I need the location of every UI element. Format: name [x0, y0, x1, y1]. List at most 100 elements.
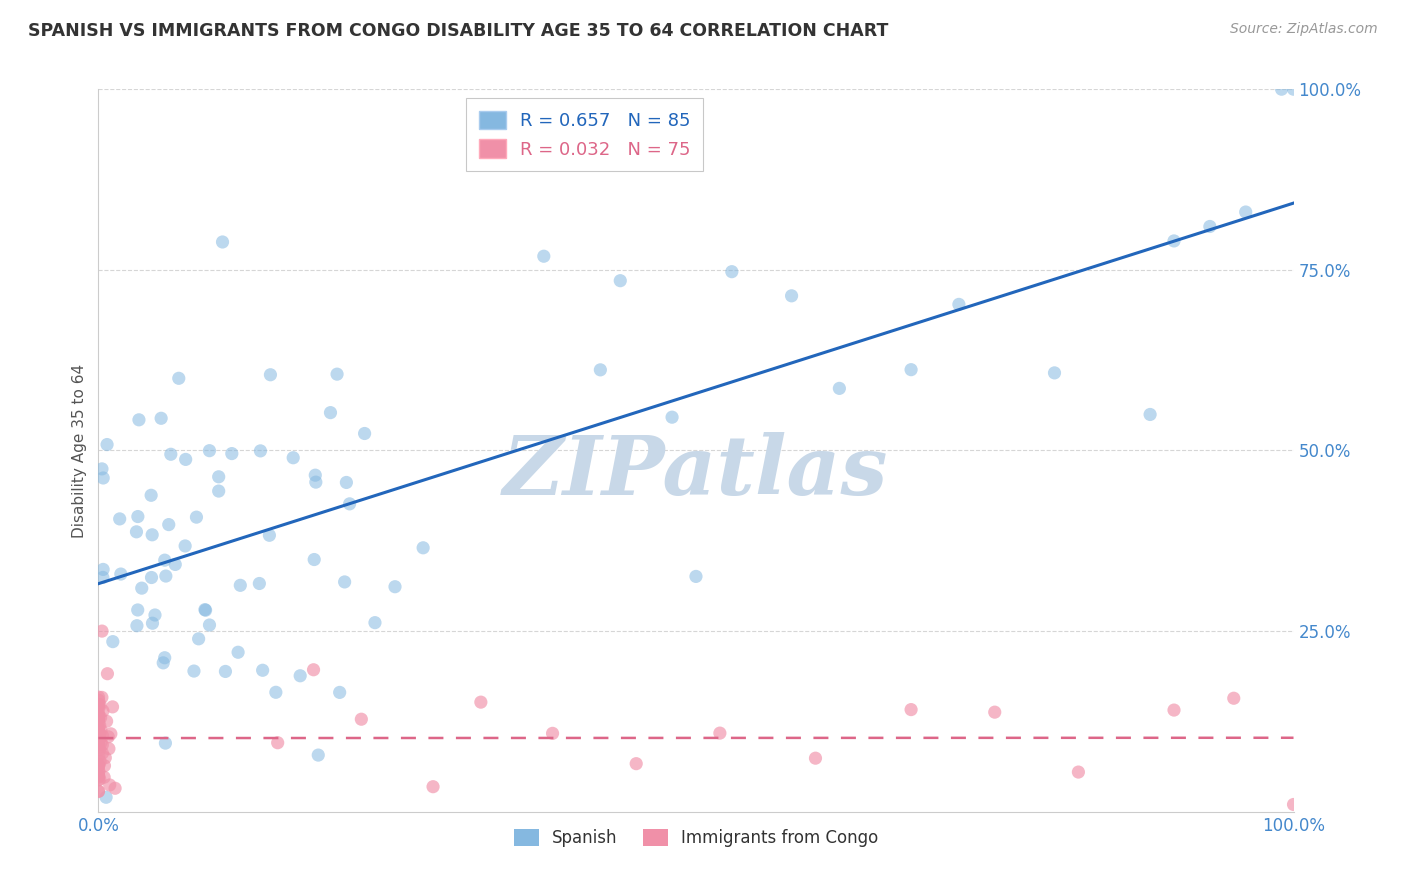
- Point: [948, 297, 970, 311]
- Point: [350, 712, 373, 726]
- Point: [139, 488, 162, 502]
- Point: [87, 701, 110, 715]
- Point: [96, 666, 118, 681]
- Point: [87, 758, 110, 772]
- Point: [87, 723, 110, 737]
- Point: [626, 756, 648, 771]
- Point: [252, 663, 274, 677]
- Point: [127, 603, 149, 617]
- Point: [96, 437, 118, 451]
- Point: [87, 693, 110, 707]
- Point: [900, 362, 922, 376]
- Point: [305, 475, 328, 490]
- Point: [302, 552, 325, 566]
- Point: [104, 781, 127, 796]
- Point: [221, 446, 243, 460]
- Point: [141, 570, 163, 584]
- Point: [307, 748, 329, 763]
- Point: [226, 645, 249, 659]
- Point: [87, 709, 110, 723]
- Point: [249, 443, 271, 458]
- Point: [89, 731, 111, 745]
- Point: [89, 698, 111, 712]
- Text: ZIPatlas: ZIPatlas: [503, 432, 889, 512]
- Point: [93, 758, 115, 772]
- Point: [87, 784, 110, 798]
- Point: [143, 607, 166, 622]
- Point: [211, 235, 233, 249]
- Point: [128, 413, 150, 427]
- Point: [96, 714, 118, 729]
- Point: [1163, 234, 1185, 248]
- Point: [87, 715, 110, 730]
- Point: [91, 624, 114, 639]
- Point: [87, 725, 110, 739]
- Point: [87, 737, 110, 751]
- Y-axis label: Disability Age 35 to 64: Disability Age 35 to 64: [72, 363, 87, 538]
- Point: [87, 712, 110, 726]
- Point: [87, 770, 110, 784]
- Legend: Spanish, Immigrants from Congo: Spanish, Immigrants from Congo: [508, 822, 884, 854]
- Point: [91, 562, 114, 576]
- Point: [1223, 691, 1246, 706]
- Point: [174, 539, 197, 553]
- Point: [422, 780, 444, 794]
- Point: [100, 727, 122, 741]
- Point: [259, 528, 281, 542]
- Point: [208, 484, 231, 499]
- Text: Source: ZipAtlas.com: Source: ZipAtlas.com: [1230, 22, 1378, 37]
- Point: [1163, 703, 1185, 717]
- Point: [91, 746, 114, 760]
- Point: [94, 750, 117, 764]
- Point: [259, 368, 281, 382]
- Point: [87, 769, 110, 783]
- Point: [87, 740, 110, 755]
- Point: [91, 471, 114, 485]
- Point: [609, 274, 631, 288]
- Point: [412, 541, 434, 555]
- Point: [90, 723, 112, 737]
- Point: [155, 736, 177, 750]
- Point: [229, 578, 252, 592]
- Point: [247, 576, 270, 591]
- Point: [194, 603, 217, 617]
- Point: [900, 703, 922, 717]
- Point: [87, 772, 110, 787]
- Point: [470, 695, 492, 709]
- Point: [364, 615, 387, 630]
- Point: [87, 735, 110, 749]
- Point: [155, 569, 177, 583]
- Point: [87, 733, 110, 747]
- Point: [1199, 219, 1222, 234]
- Point: [131, 581, 153, 595]
- Point: [87, 735, 110, 749]
- Point: [87, 711, 110, 725]
- Point: [152, 656, 174, 670]
- Point: [87, 698, 110, 712]
- Point: [384, 580, 406, 594]
- Point: [589, 363, 612, 377]
- Point: [1067, 765, 1090, 780]
- Point: [187, 632, 209, 646]
- Point: [319, 406, 342, 420]
- Point: [87, 690, 110, 705]
- Point: [93, 770, 115, 784]
- Point: [329, 685, 352, 699]
- Point: [110, 567, 132, 582]
- Point: [91, 462, 114, 476]
- Point: [335, 475, 357, 490]
- Point: [304, 468, 326, 483]
- Point: [87, 758, 110, 772]
- Point: [141, 616, 163, 631]
- Point: [685, 569, 707, 583]
- Point: [533, 249, 555, 263]
- Point: [661, 410, 683, 425]
- Point: [804, 751, 827, 765]
- Point: [87, 769, 110, 783]
- Point: [1043, 366, 1066, 380]
- Point: [186, 510, 208, 524]
- Point: [194, 602, 217, 616]
- Point: [87, 748, 110, 763]
- Point: [353, 426, 375, 441]
- Point: [290, 669, 312, 683]
